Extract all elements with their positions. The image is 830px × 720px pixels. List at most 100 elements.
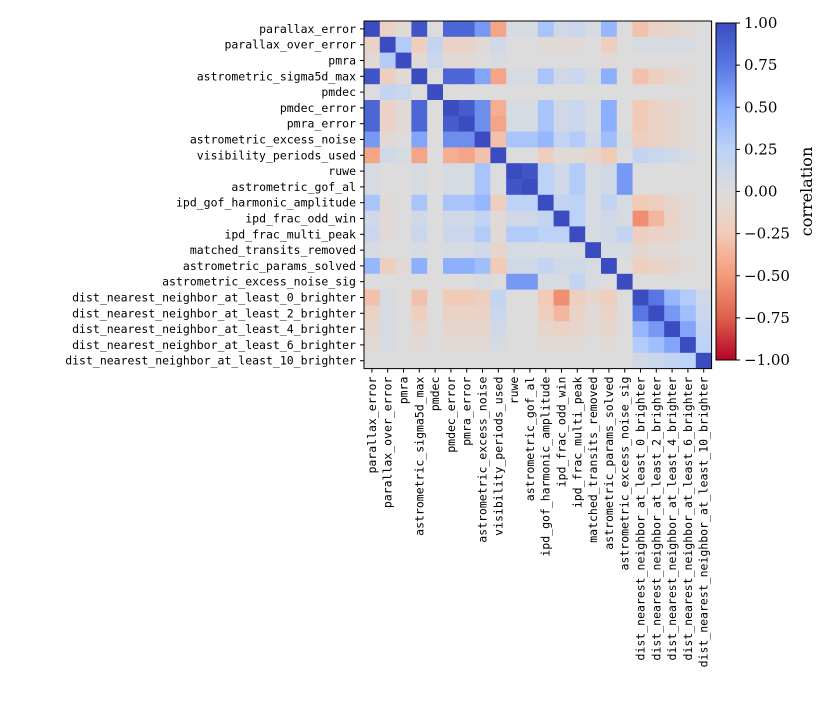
heatmap-cell bbox=[616, 273, 633, 290]
heatmap-cell bbox=[537, 194, 554, 211]
heatmap-cell bbox=[585, 84, 602, 101]
heatmap-cell bbox=[379, 147, 396, 164]
heatmap-cell bbox=[522, 289, 539, 306]
heatmap-cell bbox=[364, 115, 381, 132]
heatmap-cell bbox=[364, 36, 381, 53]
heatmap-cell bbox=[458, 352, 475, 369]
heatmap-cell bbox=[443, 194, 460, 211]
heatmap-cell bbox=[569, 163, 586, 180]
column-label: matched_transits_removed bbox=[586, 377, 600, 543]
row-label: astrometric_excess_noise_sig bbox=[162, 275, 356, 289]
heatmap-cell bbox=[585, 68, 602, 85]
heatmap-cell bbox=[506, 68, 523, 85]
heatmap-cell bbox=[632, 100, 649, 117]
heatmap-cell bbox=[616, 131, 633, 148]
heatmap-cell bbox=[632, 36, 649, 53]
heatmap-cell bbox=[364, 321, 381, 338]
heatmap-cell bbox=[648, 115, 665, 132]
heatmap-cell bbox=[522, 131, 539, 148]
heatmap-cell bbox=[379, 52, 396, 69]
heatmap-cell bbox=[395, 273, 412, 290]
heatmap-cell bbox=[553, 36, 570, 53]
heatmap-cell bbox=[443, 131, 460, 148]
heatmap-cell bbox=[411, 21, 428, 38]
heatmap-cell bbox=[569, 131, 586, 148]
heatmap-cell bbox=[569, 115, 586, 132]
column-label: dist_nearest_neighbor_at_least_10_bright… bbox=[697, 377, 711, 668]
heatmap-cell bbox=[474, 226, 491, 243]
heatmap-cell bbox=[601, 179, 618, 196]
heatmap-cell bbox=[395, 226, 412, 243]
heatmap-cell bbox=[537, 68, 554, 85]
heatmap-cell bbox=[490, 258, 507, 275]
heatmap-cell bbox=[537, 115, 554, 132]
heatmap-cell bbox=[522, 52, 539, 69]
row-label: parallax_error bbox=[259, 22, 356, 36]
heatmap-cell bbox=[427, 289, 444, 306]
heatmap-cell bbox=[411, 163, 428, 180]
heatmap-cell bbox=[601, 258, 618, 275]
heatmap-cell bbox=[601, 131, 618, 148]
heatmap-cell bbox=[632, 289, 649, 306]
heatmap-cell bbox=[490, 163, 507, 180]
heatmap-cell bbox=[695, 163, 712, 180]
heatmap-cell bbox=[695, 258, 712, 275]
heatmap-cell bbox=[537, 258, 554, 275]
column-label: ipd_frac_multi_peak bbox=[570, 377, 584, 509]
heatmap-cell bbox=[695, 84, 712, 101]
heatmap-cell bbox=[458, 321, 475, 338]
heatmap-cell bbox=[553, 68, 570, 85]
heatmap-cell bbox=[680, 21, 697, 38]
heatmap-cell bbox=[616, 115, 633, 132]
heatmap-cell bbox=[537, 84, 554, 101]
heatmap-cell bbox=[443, 52, 460, 69]
heatmap-cell bbox=[411, 352, 428, 369]
heatmap-cell bbox=[680, 100, 697, 117]
heatmap-cell bbox=[680, 179, 697, 196]
heatmap-cell bbox=[458, 100, 475, 117]
heatmap-cell bbox=[553, 115, 570, 132]
heatmap-cell bbox=[474, 147, 491, 164]
heatmap-cell bbox=[474, 115, 491, 132]
heatmap-cell bbox=[443, 163, 460, 180]
heatmap-cell bbox=[680, 273, 697, 290]
heatmap-cell bbox=[522, 21, 539, 38]
heatmap-cell bbox=[474, 273, 491, 290]
heatmap-cell bbox=[395, 194, 412, 211]
row-label: dist_nearest_neighbor_at_least_2_brighte… bbox=[72, 306, 356, 320]
heatmap-cell bbox=[506, 226, 523, 243]
heatmap-cell bbox=[569, 179, 586, 196]
heatmap-cell bbox=[427, 68, 444, 85]
heatmap-cell bbox=[490, 242, 507, 259]
heatmap-cell bbox=[490, 337, 507, 354]
heatmap-cell bbox=[506, 352, 523, 369]
heatmap-cell bbox=[616, 52, 633, 69]
heatmap-cell bbox=[648, 21, 665, 38]
heatmap-cell bbox=[569, 321, 586, 338]
heatmap-cell bbox=[458, 21, 475, 38]
heatmap-cell bbox=[443, 226, 460, 243]
heatmap-cell bbox=[522, 242, 539, 259]
heatmap-cell bbox=[632, 273, 649, 290]
heatmap-cell bbox=[379, 273, 396, 290]
heatmap-cell bbox=[490, 52, 507, 69]
heatmap-cell bbox=[474, 194, 491, 211]
heatmap-cell bbox=[506, 194, 523, 211]
heatmap-cell bbox=[601, 84, 618, 101]
heatmap-cell bbox=[616, 337, 633, 354]
heatmap-cell bbox=[553, 52, 570, 69]
heatmap-cell bbox=[522, 305, 539, 322]
colorbar-label: correlation bbox=[797, 147, 816, 237]
heatmap-cell bbox=[364, 179, 381, 196]
heatmap-cell bbox=[474, 242, 491, 259]
heatmap-cell bbox=[522, 84, 539, 101]
heatmap-cell bbox=[490, 100, 507, 117]
heatmap-cell bbox=[458, 163, 475, 180]
heatmap-cell bbox=[474, 131, 491, 148]
heatmap-cell bbox=[664, 194, 681, 211]
heatmap-cell bbox=[648, 36, 665, 53]
heatmap-cell bbox=[411, 273, 428, 290]
heatmap-cell bbox=[616, 68, 633, 85]
colorbar-tick-label: 0.00 bbox=[744, 183, 777, 201]
